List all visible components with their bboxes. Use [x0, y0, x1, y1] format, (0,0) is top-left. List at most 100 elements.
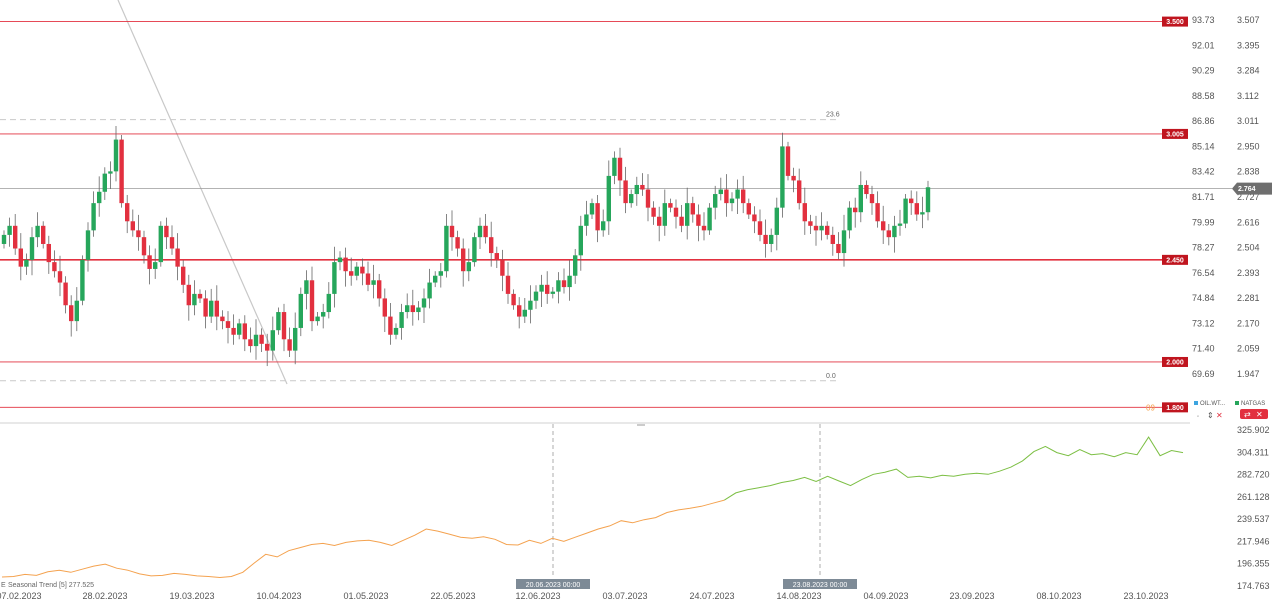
level-badge-text: 3.005 [1166, 131, 1184, 138]
candle [416, 301, 421, 321]
candle-body [287, 339, 292, 351]
candle-body [416, 307, 421, 313]
candle-body [455, 237, 460, 249]
candle [533, 285, 539, 309]
candle-body [808, 221, 813, 226]
candle [97, 176, 102, 217]
diagonal-trend-line[interactable] [117, 0, 288, 385]
level-badge[interactable] [1162, 402, 1188, 413]
right-tick-label: 3.395 [1237, 40, 1260, 50]
candle-body [623, 180, 628, 204]
seasonal-tick-label: 174.763 [1237, 581, 1270, 591]
candle-body [225, 321, 231, 328]
candle [735, 179, 740, 215]
candle-body [858, 184, 863, 213]
date-tick-label: 14.08.2023 [776, 591, 821, 601]
candle-body [461, 248, 466, 272]
level-badge[interactable] [1162, 254, 1188, 265]
candle [438, 263, 443, 288]
candle [522, 297, 527, 323]
candle-body [136, 230, 141, 238]
candle [578, 215, 583, 271]
right-tick-label: 2.059 [1237, 344, 1260, 354]
candle-body [802, 203, 807, 222]
candle [623, 166, 628, 214]
candlestick-series [1, 125, 931, 367]
candle-body [847, 207, 852, 231]
right-tick-label: 2.504 [1237, 243, 1260, 253]
candle-body [897, 223, 903, 226]
swap-arrows-icon[interactable]: ⇄ [1244, 410, 1251, 419]
candle [881, 205, 886, 244]
candle-body [97, 191, 102, 204]
remove-x-icon[interactable]: ✕ [1216, 411, 1223, 420]
candle [304, 270, 309, 310]
fibonacci-levels[interactable]: 23.6 0.0 [0, 112, 840, 382]
candle [679, 204, 684, 233]
right-tick-label: 1.947 [1237, 369, 1260, 379]
legend-natgas[interactable]: NATGAS [1241, 401, 1265, 407]
candle-body [405, 305, 410, 313]
natgas-legend-swatch [1235, 401, 1239, 405]
left-tick-label: 86.86 [1192, 116, 1215, 126]
candle [741, 175, 746, 214]
candle-body [595, 203, 600, 231]
candle [472, 232, 477, 267]
series-legend[interactable]: OIL.WT... NATGAS ◦ ⇕ ✕ ⇄ ✕ [1194, 401, 1268, 420]
seasonal-tick-label: 304.311 [1237, 447, 1269, 457]
candle-body [466, 262, 471, 272]
level-badge-text: 2.450 [1166, 257, 1184, 264]
left-tick-label: 92.01 [1192, 40, 1215, 50]
move-arrows-icon[interactable]: ⇕ [1207, 411, 1214, 420]
level-badge[interactable] [1162, 128, 1188, 139]
candle [57, 255, 63, 297]
date-tick-label: 07.02.2023 [0, 591, 42, 601]
level-badge[interactable] [1162, 16, 1188, 27]
candle [601, 209, 606, 237]
candle [673, 199, 679, 229]
candle-body [752, 214, 757, 222]
close-series-icon[interactable]: ✕ [1256, 410, 1263, 419]
candle [791, 167, 796, 193]
candle-body [813, 225, 819, 231]
candle [102, 167, 107, 200]
seasonal-legend: Seasonal Trend [5] 277.525 [8, 582, 94, 589]
legend-oil[interactable]: OIL.WT... [1200, 401, 1225, 407]
seasonal-tick-label: 325.902 [1237, 425, 1270, 435]
visibility-eye-icon[interactable]: ◦ [1197, 414, 1199, 420]
candle [405, 293, 410, 319]
candle [461, 238, 466, 287]
candle [371, 264, 376, 299]
candle [724, 174, 729, 217]
candle [505, 262, 511, 304]
right-tick-label: 2.616 [1237, 217, 1260, 227]
candle-body [57, 271, 63, 283]
level-badge[interactable] [1162, 356, 1188, 367]
candle-body [735, 189, 740, 199]
candle [489, 221, 494, 267]
seasonal-trend-series [1, 436, 1184, 579]
candle [377, 273, 382, 307]
series-control-badge[interactable] [1240, 409, 1268, 419]
candle-body [741, 189, 746, 204]
candle [690, 196, 695, 223]
candle-body [483, 225, 488, 238]
candle-body [825, 225, 830, 235]
candle [897, 209, 903, 236]
candle-body [545, 284, 550, 294]
candle [41, 221, 46, 249]
candle [63, 276, 68, 314]
candle [214, 285, 219, 331]
price-level-lines[interactable] [0, 21, 1188, 408]
date-tick-label: 12.06.2023 [515, 591, 560, 601]
level-badges[interactable]: 3.500 3.005 2.450 2.000 1.800 09 [1146, 16, 1188, 413]
candle-body [522, 309, 527, 317]
candle-body [360, 266, 365, 274]
candle-body [153, 262, 158, 269]
candle [629, 189, 634, 208]
candle-body [214, 300, 219, 317]
candle [903, 194, 908, 229]
candle-body [539, 284, 544, 292]
candle [365, 261, 371, 292]
